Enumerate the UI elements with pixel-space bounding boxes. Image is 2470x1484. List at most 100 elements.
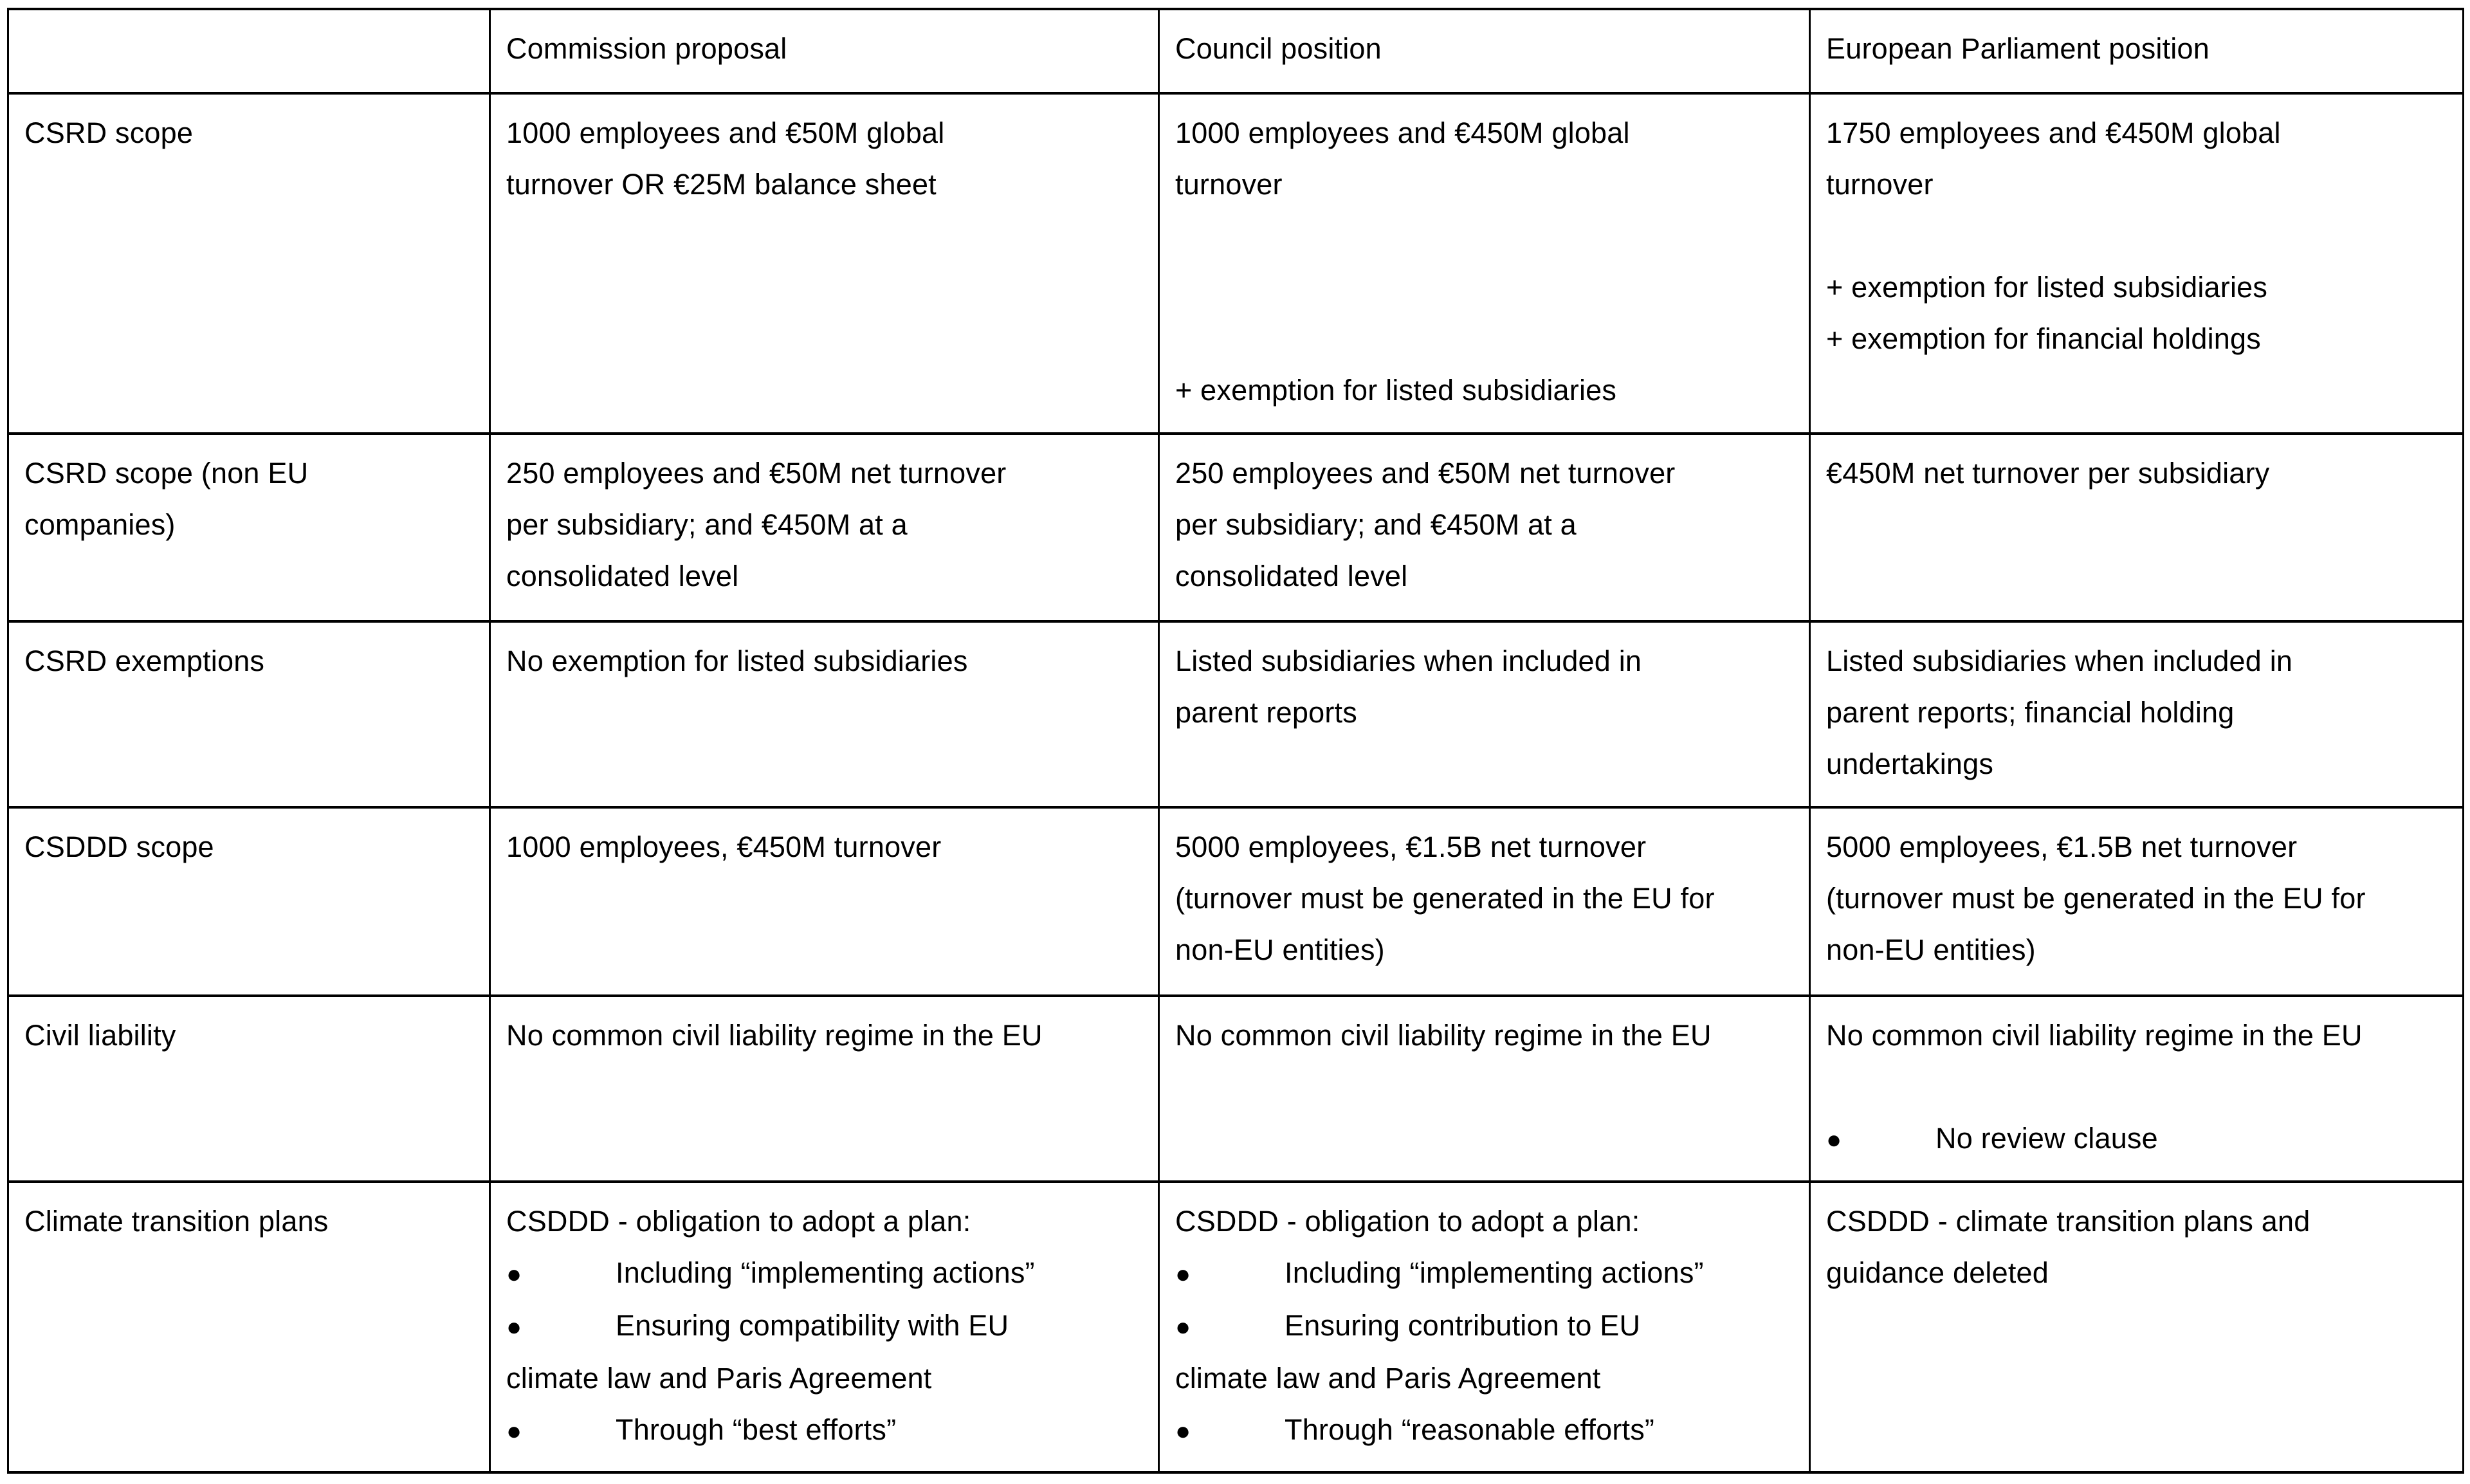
text-line: + exemption for listed subsidiaries	[1826, 271, 2268, 304]
text-line: 250 employees and €50M net turnover	[506, 457, 1007, 490]
commission-cell: 1000 employees, €450M turnover	[489, 806, 1160, 997]
blank-line	[1175, 210, 1793, 262]
bullet-text: Through “best efforts”	[616, 1413, 897, 1446]
text-line: CSDDD - obligation to adopt a plan:	[506, 1205, 971, 1238]
council-cell: No common civil liability regime in the …	[1158, 994, 1811, 1183]
text-line: turnover OR €25M balance sheet	[506, 168, 937, 201]
text-line: No common civil liability regime in the …	[1826, 1019, 2363, 1052]
commission-cell: No common civil liability regime in the …	[489, 994, 1160, 1183]
text-line: (turnover must be generated in the EU fo…	[1175, 882, 1715, 915]
text-line: CSDDD - obligation to adopt a plan:	[1175, 1205, 1640, 1238]
council-cell: 5000 employees, €1.5B net turnover (turno…	[1158, 806, 1811, 997]
text-line: turnover	[1175, 168, 1283, 201]
header-cell-empty	[7, 8, 491, 95]
bullet-text: Ensuring compatibility with EU	[616, 1309, 1009, 1342]
bullet-glyph: ●	[506, 1417, 522, 1445]
text-line: undertakings	[1826, 747, 1994, 780]
text-line: turnover	[1826, 168, 1934, 201]
row-label-line: Civil liability	[24, 1019, 176, 1052]
text-line: 250 employees and €50M net turnover	[1175, 457, 1676, 490]
bullet-line: ● No review clause	[1826, 1113, 2447, 1166]
text-line: consolidated level	[506, 560, 739, 592]
blank-line	[1175, 262, 1793, 313]
parliament-cell: 1750 employees and €450M global turnover …	[1809, 92, 2464, 435]
text-line: 5000 employees, €1.5B net turnover	[1175, 830, 1647, 863]
commission-cell: No exemption for listed subsidiaries	[489, 620, 1160, 809]
text-line: CSDDD - climate transition plans and	[1826, 1205, 2310, 1238]
row-label-line: Climate transition plans	[24, 1205, 329, 1238]
parliament-cell: CSDDD - climate transition plans and guid…	[1809, 1180, 2464, 1474]
header-row: Commission proposal Council position Eur…	[7, 8, 2464, 95]
text-line: parent reports; financial holding	[1826, 696, 2235, 729]
text-line: 1000 employees and €450M global	[1175, 116, 1630, 149]
row-label-line: CSRD scope	[24, 116, 194, 149]
text-line: No exemption for listed subsidiaries	[506, 645, 968, 677]
text-line: No common civil liability regime in the …	[506, 1019, 1043, 1052]
table-row: Civil liability No common civil liability…	[7, 994, 2464, 1183]
commission-cell: 1000 employees and €50M global turnover O…	[489, 92, 1160, 435]
bullet-text: No review clause	[1935, 1122, 2158, 1155]
row-label-line: companies)	[24, 508, 176, 541]
council-cell: 1000 employees and €450M global turnover …	[1158, 92, 1811, 435]
bullet-line: ● Through “best efforts”	[506, 1404, 1142, 1457]
text-line: consolidated level	[1175, 560, 1408, 592]
bullet-text: Through “reasonable efforts”	[1285, 1413, 1655, 1446]
table-row: CSRD scope (non EU companies) 250 employee…	[7, 432, 2464, 623]
row-label-cell: Climate transition plans	[7, 1180, 491, 1474]
text-line: + exemption for listed subsidiaries	[1175, 374, 1617, 407]
row-label-cell: CSRD exemptions	[7, 620, 491, 809]
text-line: 1000 employees and €50M global	[506, 116, 945, 149]
text-line: per subsidiary; and €450M at a	[506, 508, 908, 541]
bullet-glyph: ●	[506, 1260, 522, 1288]
text-line: + exemption for financial holdings	[1826, 322, 2261, 355]
bullet-text: Ensuring contribution to EU	[1285, 1309, 1641, 1342]
bullet-glyph: ●	[1175, 1260, 1191, 1288]
blank-line	[1826, 210, 2447, 262]
table-row: CSRD scope 1000 employees and €50M global…	[7, 92, 2464, 435]
row-label-cell: CSRD scope	[7, 92, 491, 435]
commission-cell: 250 employees and €50M net turnover per s…	[489, 432, 1160, 623]
header-cell-commission: Commission proposal	[489, 8, 1160, 95]
text-line: per subsidiary; and €450M at a	[1175, 508, 1577, 541]
text-line: 5000 employees, €1.5B net turnover	[1826, 830, 2298, 863]
text-line: climate law and Paris Agreement	[1175, 1362, 1601, 1395]
bullet-line: ● Through “reasonable efforts”	[1175, 1404, 1793, 1457]
bullet-line: ● Including “implementing actions”	[506, 1247, 1142, 1300]
text-line: non-EU entities)	[1826, 933, 2036, 966]
bullet-text: Including “implementing actions”	[1285, 1256, 1704, 1289]
commission-cell: CSDDD - obligation to adopt a plan: ● Incl…	[489, 1180, 1160, 1474]
text-line: 1750 employees and €450M global	[1826, 116, 2281, 149]
bullet-glyph: ●	[1175, 1313, 1191, 1341]
comparison-table: Commission proposal Council position Eur…	[7, 8, 2464, 1474]
bullet-glyph: ●	[1175, 1417, 1191, 1445]
parliament-cell: €450M net turnover per subsidiary	[1809, 432, 2464, 623]
row-label-cell: Civil liability	[7, 994, 491, 1183]
row-label-line: CSRD exemptions	[24, 645, 265, 677]
text-line: guidance deleted	[1826, 1256, 2049, 1289]
header-cell-council: Council position	[1158, 8, 1811, 95]
table-row: CSDDD scope 1000 employees, €450M turnove…	[7, 806, 2464, 997]
parliament-cell: Listed subsidiaries when included in pare…	[1809, 620, 2464, 809]
row-label-line: CSRD scope (non EU	[24, 457, 309, 490]
text-line: No common civil liability regime in the …	[1175, 1019, 1712, 1052]
table-body: CSRD scope 1000 employees and €50M global…	[7, 92, 2464, 1474]
text-line: climate law and Paris Agreement	[506, 1362, 932, 1395]
council-cell: CSDDD - obligation to adopt a plan: ● Incl…	[1158, 1180, 1811, 1474]
text-line: Listed subsidiaries when included in	[1826, 645, 2293, 677]
row-label-cell: CSDDD scope	[7, 806, 491, 997]
text-line: parent reports	[1175, 696, 1357, 729]
bullet-line: ● Ensuring contribution to EU	[1175, 1300, 1793, 1353]
council-cell: 250 employees and €50M net turnover per s…	[1158, 432, 1811, 623]
bullet-glyph: ●	[1826, 1126, 1842, 1154]
text-line: Listed subsidiaries when included in	[1175, 645, 1642, 677]
bullet-line: ● Ensuring compatibility with EU	[506, 1300, 1142, 1353]
blank-line	[1826, 1061, 2447, 1113]
bullet-line: ● Including “implementing actions”	[1175, 1247, 1793, 1300]
bullet-glyph: ●	[506, 1313, 522, 1341]
row-label-cell: CSRD scope (non EU companies)	[7, 432, 491, 623]
text-line: non-EU entities)	[1175, 933, 1385, 966]
text-line: €450M net turnover per subsidiary	[1826, 457, 2270, 490]
blank-line	[1175, 313, 1793, 365]
table-row: Climate transition plans CSDDD - obligati…	[7, 1180, 2464, 1474]
